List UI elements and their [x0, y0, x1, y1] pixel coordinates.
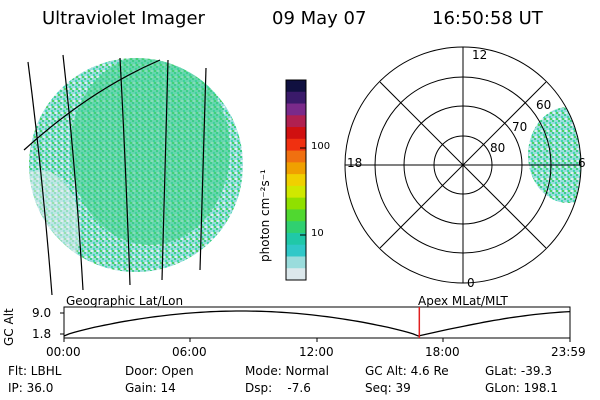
colorbar [285, 79, 307, 281]
colorbar-stripe [286, 268, 306, 281]
geographic-grid [23, 54, 207, 296]
polar-lat-60: 60 [536, 98, 552, 112]
instrument-title: Ultraviolet Imager [42, 8, 205, 29]
mode-info: Mode: Normal [245, 364, 329, 378]
y-tick-1-8: 1.8 [32, 327, 52, 341]
gc-alt-info: GC Alt: 4.6 Re [365, 364, 449, 378]
colorbar-stripe [286, 127, 306, 140]
orbit-altitude-curve [63, 310, 571, 337]
earth-image [23, 54, 243, 296]
dsp-info: Dsp: -7.6 [245, 381, 311, 395]
polar-lat-80: 80 [490, 141, 506, 155]
colorbar-stripe [286, 209, 306, 222]
polar-lat-70: 70 [512, 120, 528, 134]
colorbar-stripe [286, 244, 306, 257]
polar-aurora [528, 107, 581, 203]
x-tick-1800: 18:00 [425, 345, 460, 359]
colorbar-stripe [286, 256, 306, 269]
colorbar-stripe [286, 103, 306, 116]
colorbar-stripe [286, 162, 306, 175]
colorbar-stripe [286, 232, 306, 246]
colorbar-unit-label: photon cm⁻²s⁻¹ [258, 169, 272, 262]
colorbar-stripe [286, 197, 306, 210]
polar-label-18: 18 [347, 156, 363, 170]
flt-info: Flt: LBHL [8, 364, 62, 378]
colorbar-stripe [286, 150, 306, 163]
x-tick-0000: 00:00 [46, 345, 81, 359]
ip-info: IP: 36.0 [8, 381, 54, 395]
apex-label: Apex MLat/MLT [418, 294, 508, 308]
colorbar-tick-100: 100 [311, 141, 331, 152]
x-tick-0600: 06:00 [172, 345, 207, 359]
date-label: 09 May 07 [272, 8, 367, 29]
glon-info: GLon: 198.1 [485, 381, 558, 395]
x-tick-1200: 12:00 [299, 345, 334, 359]
polar-label-0: 0 [467, 276, 475, 290]
x-tick-2359: 23:59 [551, 345, 586, 359]
colorbar-stripe [286, 80, 306, 93]
colorbar-stripe [286, 115, 306, 128]
timeline-axis-title: GC Alt [2, 308, 16, 346]
colorbar-stripe [286, 185, 306, 199]
glat-info: GLat: -39.3 [485, 364, 552, 378]
colorbar-frame [285, 79, 307, 281]
colorbar-ticks [300, 147, 306, 236]
colorbar-tick-10: 10 [311, 228, 324, 239]
colorbar-stripe [286, 138, 306, 152]
polar-label-12: 12 [472, 48, 488, 62]
y-tick-9: 9.0 [32, 306, 52, 320]
polar-plot [344, 46, 582, 284]
colorbar-stripe [286, 221, 306, 234]
seq-info: Seq: 39 [365, 381, 411, 395]
gain-info: Gain: 14 [125, 381, 176, 395]
colorbar-stripe [286, 174, 306, 187]
geographic-label: Geographic Lat/Lon [66, 294, 184, 308]
door-info: Door: Open [125, 364, 194, 378]
colorbar-stripe [286, 91, 306, 105]
polar-label-6: 6 [578, 156, 586, 170]
time-label: 16:50:58 UT [432, 8, 543, 29]
timeline-plot [60, 306, 571, 342]
